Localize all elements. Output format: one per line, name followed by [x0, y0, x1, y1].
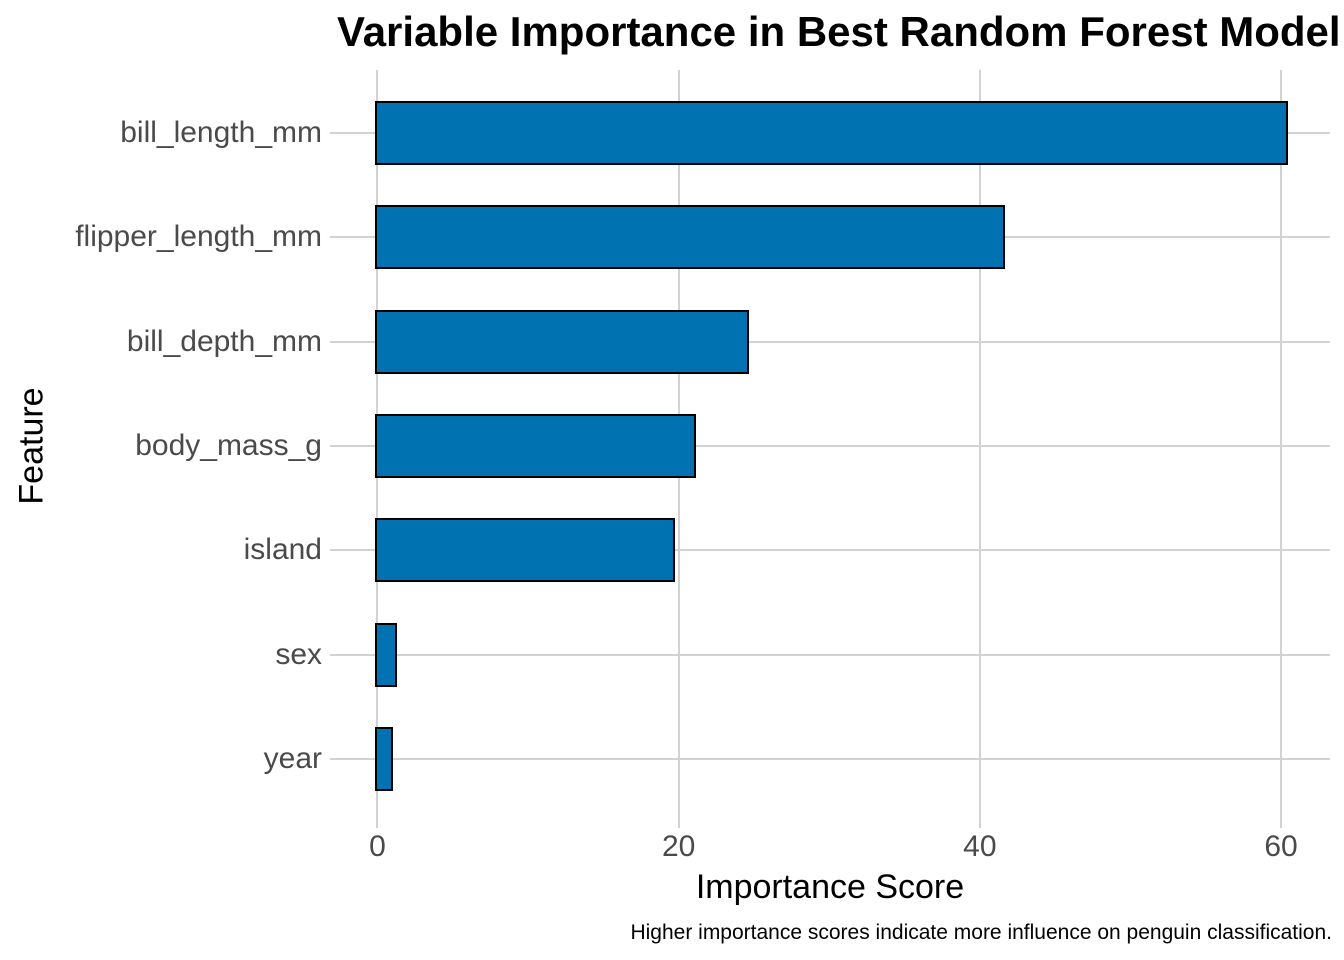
y-tick-label: year: [263, 742, 322, 776]
vertical-gridline: [978, 70, 981, 828]
y-tick-label: body_mass_g: [135, 429, 322, 463]
x-tick-label: 40: [963, 830, 997, 863]
horizontal-gridline: [330, 758, 1330, 761]
bar-bill_length_mm: [374, 101, 1289, 165]
y-tick-label: island: [243, 533, 322, 567]
x-axis-title: Importance Score: [695, 868, 965, 906]
x-tick-label: 0: [369, 830, 386, 863]
bar-bill_depth_mm: [374, 309, 749, 374]
chart-caption: Higher importance scores indicate more i…: [630, 921, 1332, 944]
bar-body_mass_g: [374, 414, 697, 479]
horizontal-gridline: [330, 445, 1330, 448]
chart-title: Variable Importance in Best Random Fores…: [337, 8, 1341, 55]
x-tick-label: 60: [1264, 830, 1298, 863]
x-tick-label: 20: [661, 830, 696, 863]
horizontal-gridline: [330, 653, 1330, 656]
vertical-gridline: [1280, 70, 1283, 828]
y-tick-label: bill_depth_mm: [126, 324, 322, 358]
y-tick-label: bill_length_mm: [120, 116, 322, 149]
bar-year: [374, 727, 393, 792]
y-axis-title: Feature: [12, 387, 51, 505]
bar-island: [374, 518, 676, 583]
y-tick-label: sex: [275, 637, 322, 671]
horizontal-gridline: [330, 549, 1330, 552]
horizontal-gridline: [330, 340, 1330, 343]
bar-flipper_length_mm: [374, 205, 1005, 270]
y-tick-label: flipper_length_mm: [75, 220, 322, 254]
plot-panel: [330, 70, 1330, 828]
bar-sex: [374, 622, 397, 687]
